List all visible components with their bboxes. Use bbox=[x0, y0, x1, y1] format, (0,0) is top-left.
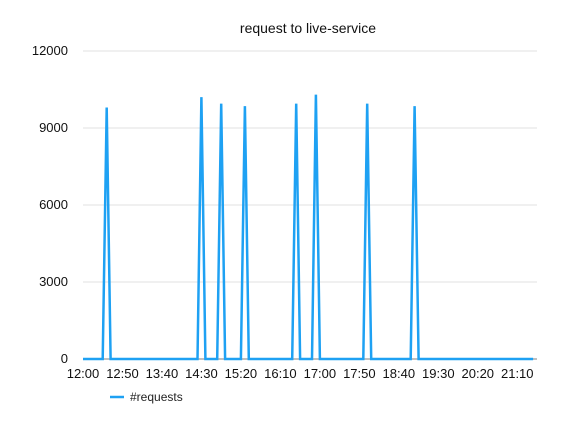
x-tick-label: 17:00 bbox=[304, 366, 337, 381]
series-layer bbox=[83, 94, 534, 361]
x-tick-label: 17:50 bbox=[343, 366, 376, 381]
x-tick-label: 12:00 bbox=[67, 366, 100, 381]
y-tick-label: 9000 bbox=[39, 120, 68, 135]
y-tick-label: 6000 bbox=[39, 197, 68, 212]
y-tick-label: 3000 bbox=[39, 274, 68, 289]
y-axis-ticks: 0 3000 6000 9000 12000 bbox=[32, 43, 68, 366]
x-tick-label: 20:20 bbox=[462, 366, 495, 381]
legend-label: #requests bbox=[130, 390, 183, 404]
x-tick-label: 12:50 bbox=[106, 366, 139, 381]
x-tick-label: 13:40 bbox=[146, 366, 179, 381]
legend: #requests bbox=[110, 390, 183, 404]
x-tick-label: 19:30 bbox=[422, 366, 455, 381]
x-tick-label: 16:10 bbox=[264, 366, 297, 381]
y-tick-label: 0 bbox=[61, 351, 68, 366]
x-axis-ticks: 12:00 12:50 13:40 14:30 15:20 16:10 17:00 17:50… bbox=[67, 366, 534, 381]
chart-title: request to live-service bbox=[240, 20, 376, 36]
x-tick-label: 15:20 bbox=[225, 366, 258, 381]
x-tick-label: 21:10 bbox=[501, 366, 534, 381]
y-tick-label: 12000 bbox=[32, 43, 68, 58]
series-line bbox=[83, 94, 534, 361]
x-tick-label: 18:40 bbox=[383, 366, 416, 381]
x-tick-label: 14:30 bbox=[185, 366, 218, 381]
gridlines bbox=[83, 50, 537, 360]
